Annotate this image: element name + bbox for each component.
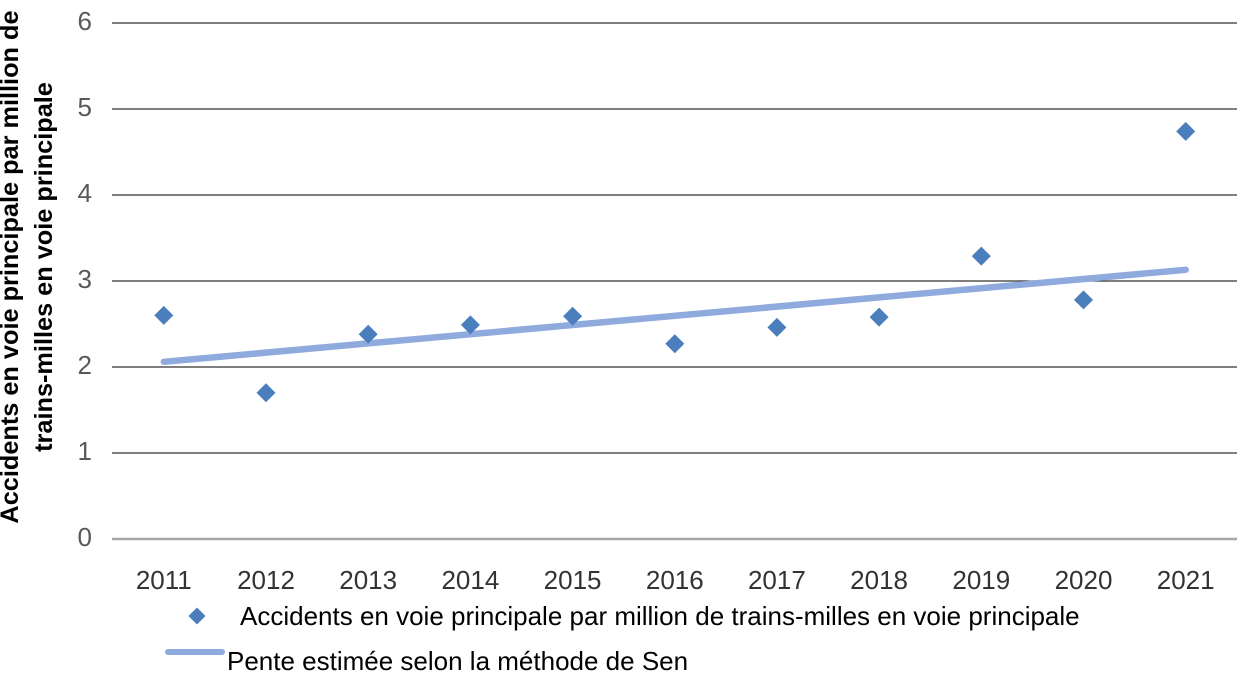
svg-text:1: 1 xyxy=(78,436,92,466)
svg-text:3: 3 xyxy=(78,264,92,294)
svg-text:2019: 2019 xyxy=(952,565,1010,595)
svg-text:2012: 2012 xyxy=(237,565,295,595)
svg-text:2016: 2016 xyxy=(646,565,704,595)
svg-text:2020: 2020 xyxy=(1055,565,1113,595)
svg-text:6: 6 xyxy=(78,6,92,36)
svg-text:2011: 2011 xyxy=(136,565,192,595)
svg-text:2013: 2013 xyxy=(339,565,397,595)
svg-text:2017: 2017 xyxy=(748,565,806,595)
svg-text:2014: 2014 xyxy=(441,565,499,595)
svg-text:4: 4 xyxy=(78,178,92,208)
svg-text:5: 5 xyxy=(78,92,92,122)
svg-text:2: 2 xyxy=(78,350,92,380)
svg-text:2021: 2021 xyxy=(1157,565,1215,595)
svg-text:0: 0 xyxy=(78,522,92,552)
svg-text:2018: 2018 xyxy=(850,565,908,595)
svg-text:2015: 2015 xyxy=(544,565,602,595)
